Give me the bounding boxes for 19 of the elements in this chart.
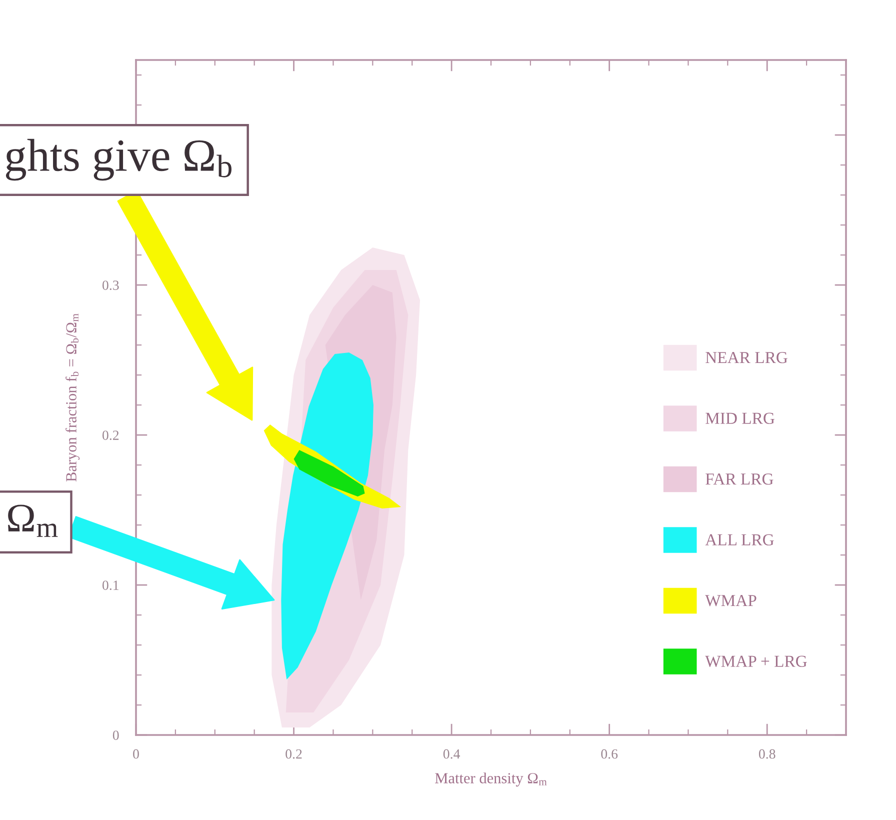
annotation: ghts give Ω$_{b}$ — [6, 138, 232, 181]
legend-label: ALL LRG — [705, 534, 774, 546]
x-axis-title: Matter density Ω$_{m}$ — [435, 772, 547, 786]
legend-label: WMAP + LRG — [705, 656, 807, 668]
x-tick-label: 0.2 — [286, 749, 302, 759]
y-tick-label: 0 — [112, 730, 119, 740]
x-tick-label: 0.6 — [601, 749, 618, 759]
y-tick-label: 0.2 — [102, 430, 119, 440]
text: Ω$_{m}$ — [8, 504, 58, 537]
x-tick-label: 0.4 — [443, 749, 460, 759]
y-tick-label: 0.3 — [102, 280, 119, 290]
x-tick-label: 0.8 — [758, 749, 776, 759]
y-axis-title: Baryon fraction f$_{b}$ = Ω$_{b}$/Ω$_{m}$ — [66, 314, 80, 482]
legend-label: FAR LRG — [706, 473, 774, 485]
y-tick-label: 0.1 — [102, 580, 118, 590]
x-tick-label: 0 — [133, 749, 139, 759]
legend-label: NEAR LRG — [706, 352, 788, 364]
legend-label: WMAP — [705, 594, 756, 606]
legend-label: MID LRG — [706, 412, 774, 424]
